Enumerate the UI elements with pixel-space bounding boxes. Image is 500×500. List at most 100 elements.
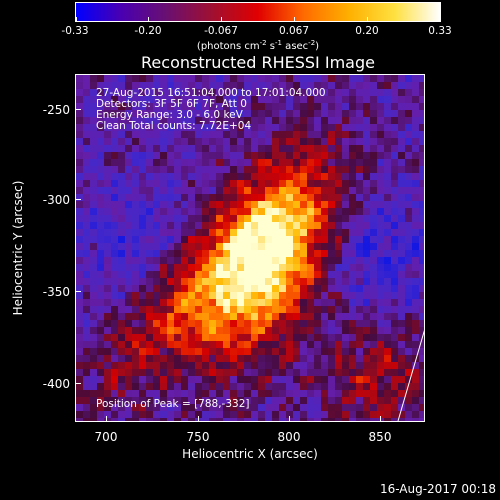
image-pixel: [139, 397, 146, 404]
image-pixel: [258, 264, 265, 271]
image-pixel: [286, 257, 293, 264]
image-pixel: [342, 390, 349, 397]
image-pixel: [272, 418, 279, 421]
image-pixel: [363, 82, 370, 89]
image-pixel: [188, 75, 195, 82]
image-pixel: [216, 257, 223, 264]
image-pixel: [76, 152, 83, 159]
image-pixel: [265, 411, 272, 418]
image-pixel: [293, 117, 300, 124]
image-pixel: [97, 215, 104, 222]
image-pixel: [391, 306, 398, 313]
image-pixel: [356, 124, 363, 131]
image-pixel: [244, 355, 251, 362]
image-pixel: [377, 257, 384, 264]
image-pixel: [132, 390, 139, 397]
image-pixel: [286, 138, 293, 145]
image-pixel: [286, 194, 293, 201]
image-pixel: [83, 138, 90, 145]
image-pixel: [104, 320, 111, 327]
image-pixel: [195, 194, 202, 201]
image-pixel: [342, 299, 349, 306]
x-axis-label: Heliocentric X (arcsec): [182, 447, 318, 461]
image-pixel: [167, 222, 174, 229]
image-pixel: [370, 75, 377, 82]
image-pixel: [181, 292, 188, 299]
image-pixel: [139, 222, 146, 229]
rhessi-image: [76, 75, 424, 421]
image-pixel: [419, 341, 424, 348]
image-pixel: [174, 201, 181, 208]
colorbar-tick-label: 0.33: [428, 25, 452, 37]
image-pixel: [83, 89, 90, 96]
image-pixel: [307, 201, 314, 208]
image-pixel: [118, 306, 125, 313]
image-pixel: [349, 292, 356, 299]
image-pixel: [391, 159, 398, 166]
image-pixel: [293, 271, 300, 278]
image-pixel: [349, 117, 356, 124]
image-pixel: [405, 369, 412, 376]
image-pixel: [272, 208, 279, 215]
image-pixel: [118, 117, 125, 124]
image-pixel: [230, 187, 237, 194]
image-pixel: [223, 208, 230, 215]
image-pixel: [314, 194, 321, 201]
image-pixel: [76, 145, 83, 152]
image-pixel: [349, 376, 356, 383]
image-pixel: [412, 75, 419, 82]
image-pixel: [412, 341, 419, 348]
image-pixel: [139, 201, 146, 208]
image-pixel: [300, 334, 307, 341]
image-pixel: [223, 166, 230, 173]
image-pixel: [391, 110, 398, 117]
image-pixel: [216, 278, 223, 285]
image-pixel: [111, 194, 118, 201]
image-pixel: [111, 187, 118, 194]
image-pixel: [279, 236, 286, 243]
image-pixel: [167, 278, 174, 285]
image-pixel: [286, 124, 293, 131]
image-pixel: [209, 201, 216, 208]
image-pixel: [111, 103, 118, 110]
image-pixel: [349, 145, 356, 152]
image-pixel: [335, 89, 342, 96]
image-pixel: [223, 341, 230, 348]
image-pixel: [111, 348, 118, 355]
image-pixel: [195, 355, 202, 362]
image-pixel: [307, 75, 314, 82]
image-pixel: [363, 411, 370, 418]
image-pixel: [370, 89, 377, 96]
image-pixel: [237, 383, 244, 390]
image-pixel: [139, 264, 146, 271]
image-pixel: [202, 397, 209, 404]
image-pixel: [251, 306, 258, 313]
image-pixel: [335, 299, 342, 306]
image-pixel: [419, 271, 424, 278]
image-pixel: [104, 236, 111, 243]
image-pixel: [265, 103, 272, 110]
image-pixel: [419, 194, 424, 201]
image-pixel: [244, 75, 251, 82]
image-pixel: [146, 145, 153, 152]
image-pixel: [83, 271, 90, 278]
image-pixel: [195, 180, 202, 187]
image-pixel: [307, 376, 314, 383]
image-pixel: [300, 173, 307, 180]
image-pixel: [209, 418, 216, 421]
image-pixel: [111, 82, 118, 89]
image-pixel: [279, 180, 286, 187]
image-pixel: [111, 362, 118, 369]
image-pixel: [279, 215, 286, 222]
image-pixel: [167, 355, 174, 362]
image-pixel: [132, 292, 139, 299]
image-pixel: [412, 96, 419, 103]
image-pixel: [188, 215, 195, 222]
image-pixel: [356, 208, 363, 215]
image-pixel: [90, 208, 97, 215]
image-pixel: [272, 327, 279, 334]
image-pixel: [412, 376, 419, 383]
image-pixel: [216, 369, 223, 376]
image-pixel: [363, 250, 370, 257]
image-pixel: [328, 131, 335, 138]
